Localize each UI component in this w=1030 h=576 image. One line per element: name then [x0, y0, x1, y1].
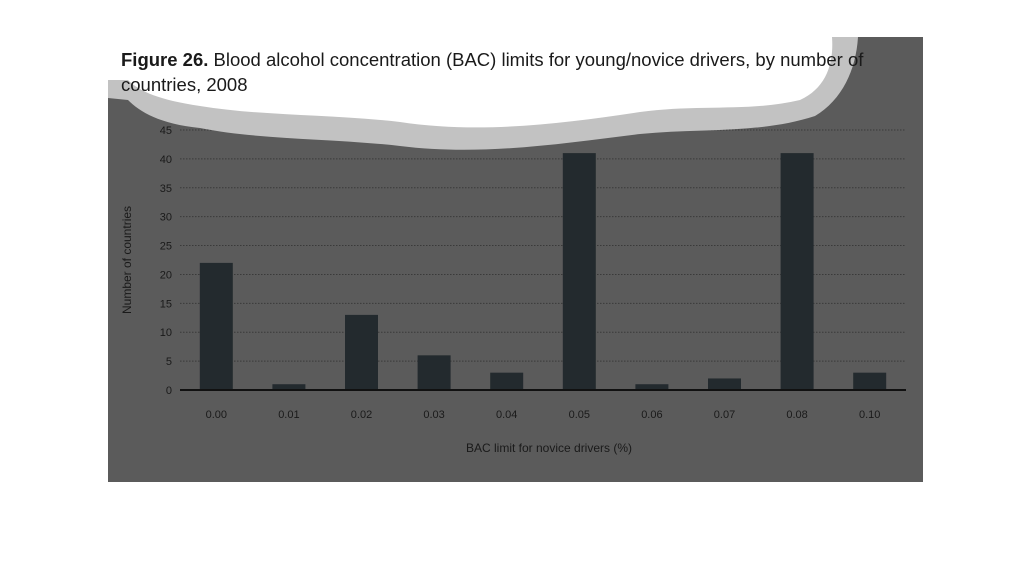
bar-0.08: [780, 153, 814, 390]
x-tick-label: 0.00: [206, 409, 227, 421]
x-tick-label: 0.06: [641, 409, 662, 421]
bar-0.00: [199, 262, 233, 390]
x-tick-label: 0.01: [278, 409, 299, 421]
y-tick-label: 20: [160, 269, 172, 281]
bar-0.06: [635, 384, 669, 390]
x-axis-ticks: 0.00 0.01 0.02 0.03 0.04 0.05 0.06 0.07 0.08 0.10: [206, 409, 881, 421]
bar-0.04: [490, 372, 524, 390]
bar-0.05: [562, 153, 596, 390]
y-axis-label: Number of countries: [120, 206, 134, 314]
y-tick-label: 30: [160, 212, 172, 224]
figure-number: Figure 26.: [121, 49, 209, 70]
figure-title: Figure 26. Blood alcohol concentration (…: [121, 47, 901, 97]
y-tick-label: 40: [160, 154, 172, 166]
y-tick-label: 5: [166, 356, 172, 368]
y-tick-label: 25: [160, 241, 172, 253]
figure-caption: Blood alcohol concentration (BAC) limits…: [121, 49, 864, 95]
bar-0.10: [853, 372, 887, 390]
bar-0.02: [345, 314, 378, 390]
y-tick-label: 0: [166, 385, 172, 397]
x-tick-label: 0.03: [423, 409, 444, 421]
y-tick-label: 10: [160, 327, 172, 339]
x-tick-label: 0.10: [859, 409, 880, 421]
y-axis-ticks: 0 5 10 15 20 25 30 35 40 45: [160, 125, 172, 397]
y-tick-label: 35: [160, 183, 172, 195]
x-tick-label: 0.04: [496, 409, 517, 421]
x-tick-label: 0.05: [569, 409, 590, 421]
bar-0.03: [417, 355, 451, 390]
bar-0.01: [272, 384, 306, 390]
y-tick-label: 15: [160, 298, 172, 310]
title-background-shape: [108, 37, 833, 128]
x-tick-label: 0.02: [351, 409, 372, 421]
x-axis-label: BAC limit for novice drivers (%): [466, 441, 632, 455]
bar-0.07: [708, 378, 741, 390]
bars: [199, 153, 887, 390]
x-tick-label: 0.07: [714, 409, 735, 421]
x-tick-label: 0.08: [786, 409, 807, 421]
y-tick-label: 45: [160, 125, 172, 137]
